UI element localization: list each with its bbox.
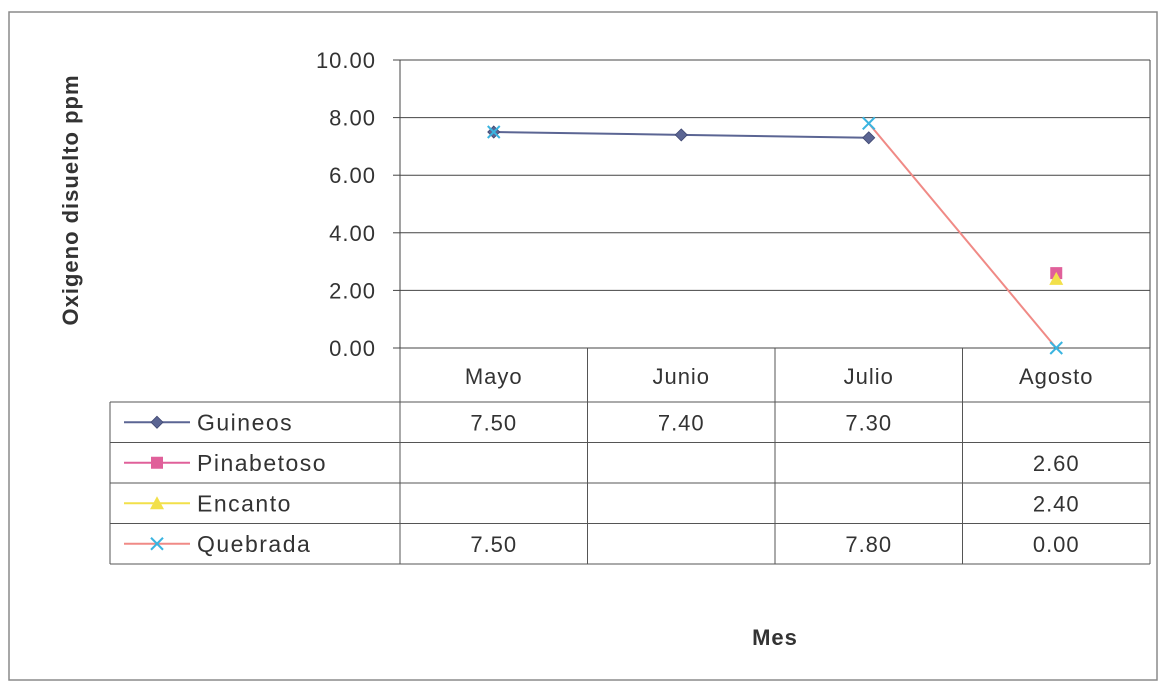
- legend-label-pinabetoso: Pinabetoso: [197, 450, 327, 476]
- table-cell-value: 7.30: [845, 410, 892, 435]
- table-cell-value: 7.80: [845, 532, 892, 557]
- y-tick-label: 6.00: [329, 163, 376, 188]
- y-tick-label: 2.00: [329, 278, 376, 303]
- y-tick-label: 8.00: [329, 106, 376, 131]
- x-category-label: Mayo: [465, 364, 523, 389]
- x-axis-title: Mes: [752, 625, 798, 650]
- x-marker-stroke: [862, 116, 876, 131]
- table-cell-value: 7.50: [470, 532, 517, 557]
- x-marker-stroke: [150, 537, 164, 551]
- chart-border: [8, 11, 1158, 681]
- x-marker-stroke: [1049, 341, 1063, 355]
- data-point-encanto: [1049, 271, 1064, 285]
- table-cell-value: 2.60: [1033, 451, 1080, 476]
- x-category-label: Junio: [652, 364, 710, 389]
- y-tick-label: 0.00: [329, 336, 376, 361]
- series-line-guineos: [681, 133, 869, 139]
- legend-label-guineos: Guineos: [197, 409, 293, 435]
- x-category-label: Julio: [844, 364, 894, 389]
- y-tick-label: 4.00: [329, 221, 376, 246]
- legend-marker-encanto: [150, 496, 164, 510]
- table-cell-value: 0.00: [1033, 532, 1080, 557]
- x-marker-stroke: [487, 125, 501, 139]
- series-line-guineos: [493, 131, 682, 136]
- data-point-guineos: [862, 131, 876, 145]
- y-axis-title: Oxigeno disuelto ppm: [58, 74, 83, 325]
- data-point-quebrada: [862, 116, 876, 131]
- legend-label-encanto: Encanto: [197, 490, 292, 516]
- y-tick-label: 10.00: [316, 48, 376, 73]
- legend-marker-guineos: [150, 415, 164, 429]
- table-cell-value: 7.50: [470, 410, 517, 435]
- legend-marker-pinabetoso: [151, 456, 163, 469]
- table-cell-value: 7.40: [658, 410, 705, 435]
- data-point-guineos: [674, 128, 688, 142]
- legend-marker-quebrada: [150, 537, 164, 551]
- legend-label-quebrada: Quebrada: [197, 531, 311, 557]
- table-cell-value: 2.40: [1033, 491, 1080, 516]
- series-line-quebrada: [867, 122, 1058, 349]
- x-category-label: Agosto: [1019, 364, 1094, 389]
- data-point-quebrada: [487, 125, 501, 139]
- data-point-quebrada: [1049, 341, 1063, 355]
